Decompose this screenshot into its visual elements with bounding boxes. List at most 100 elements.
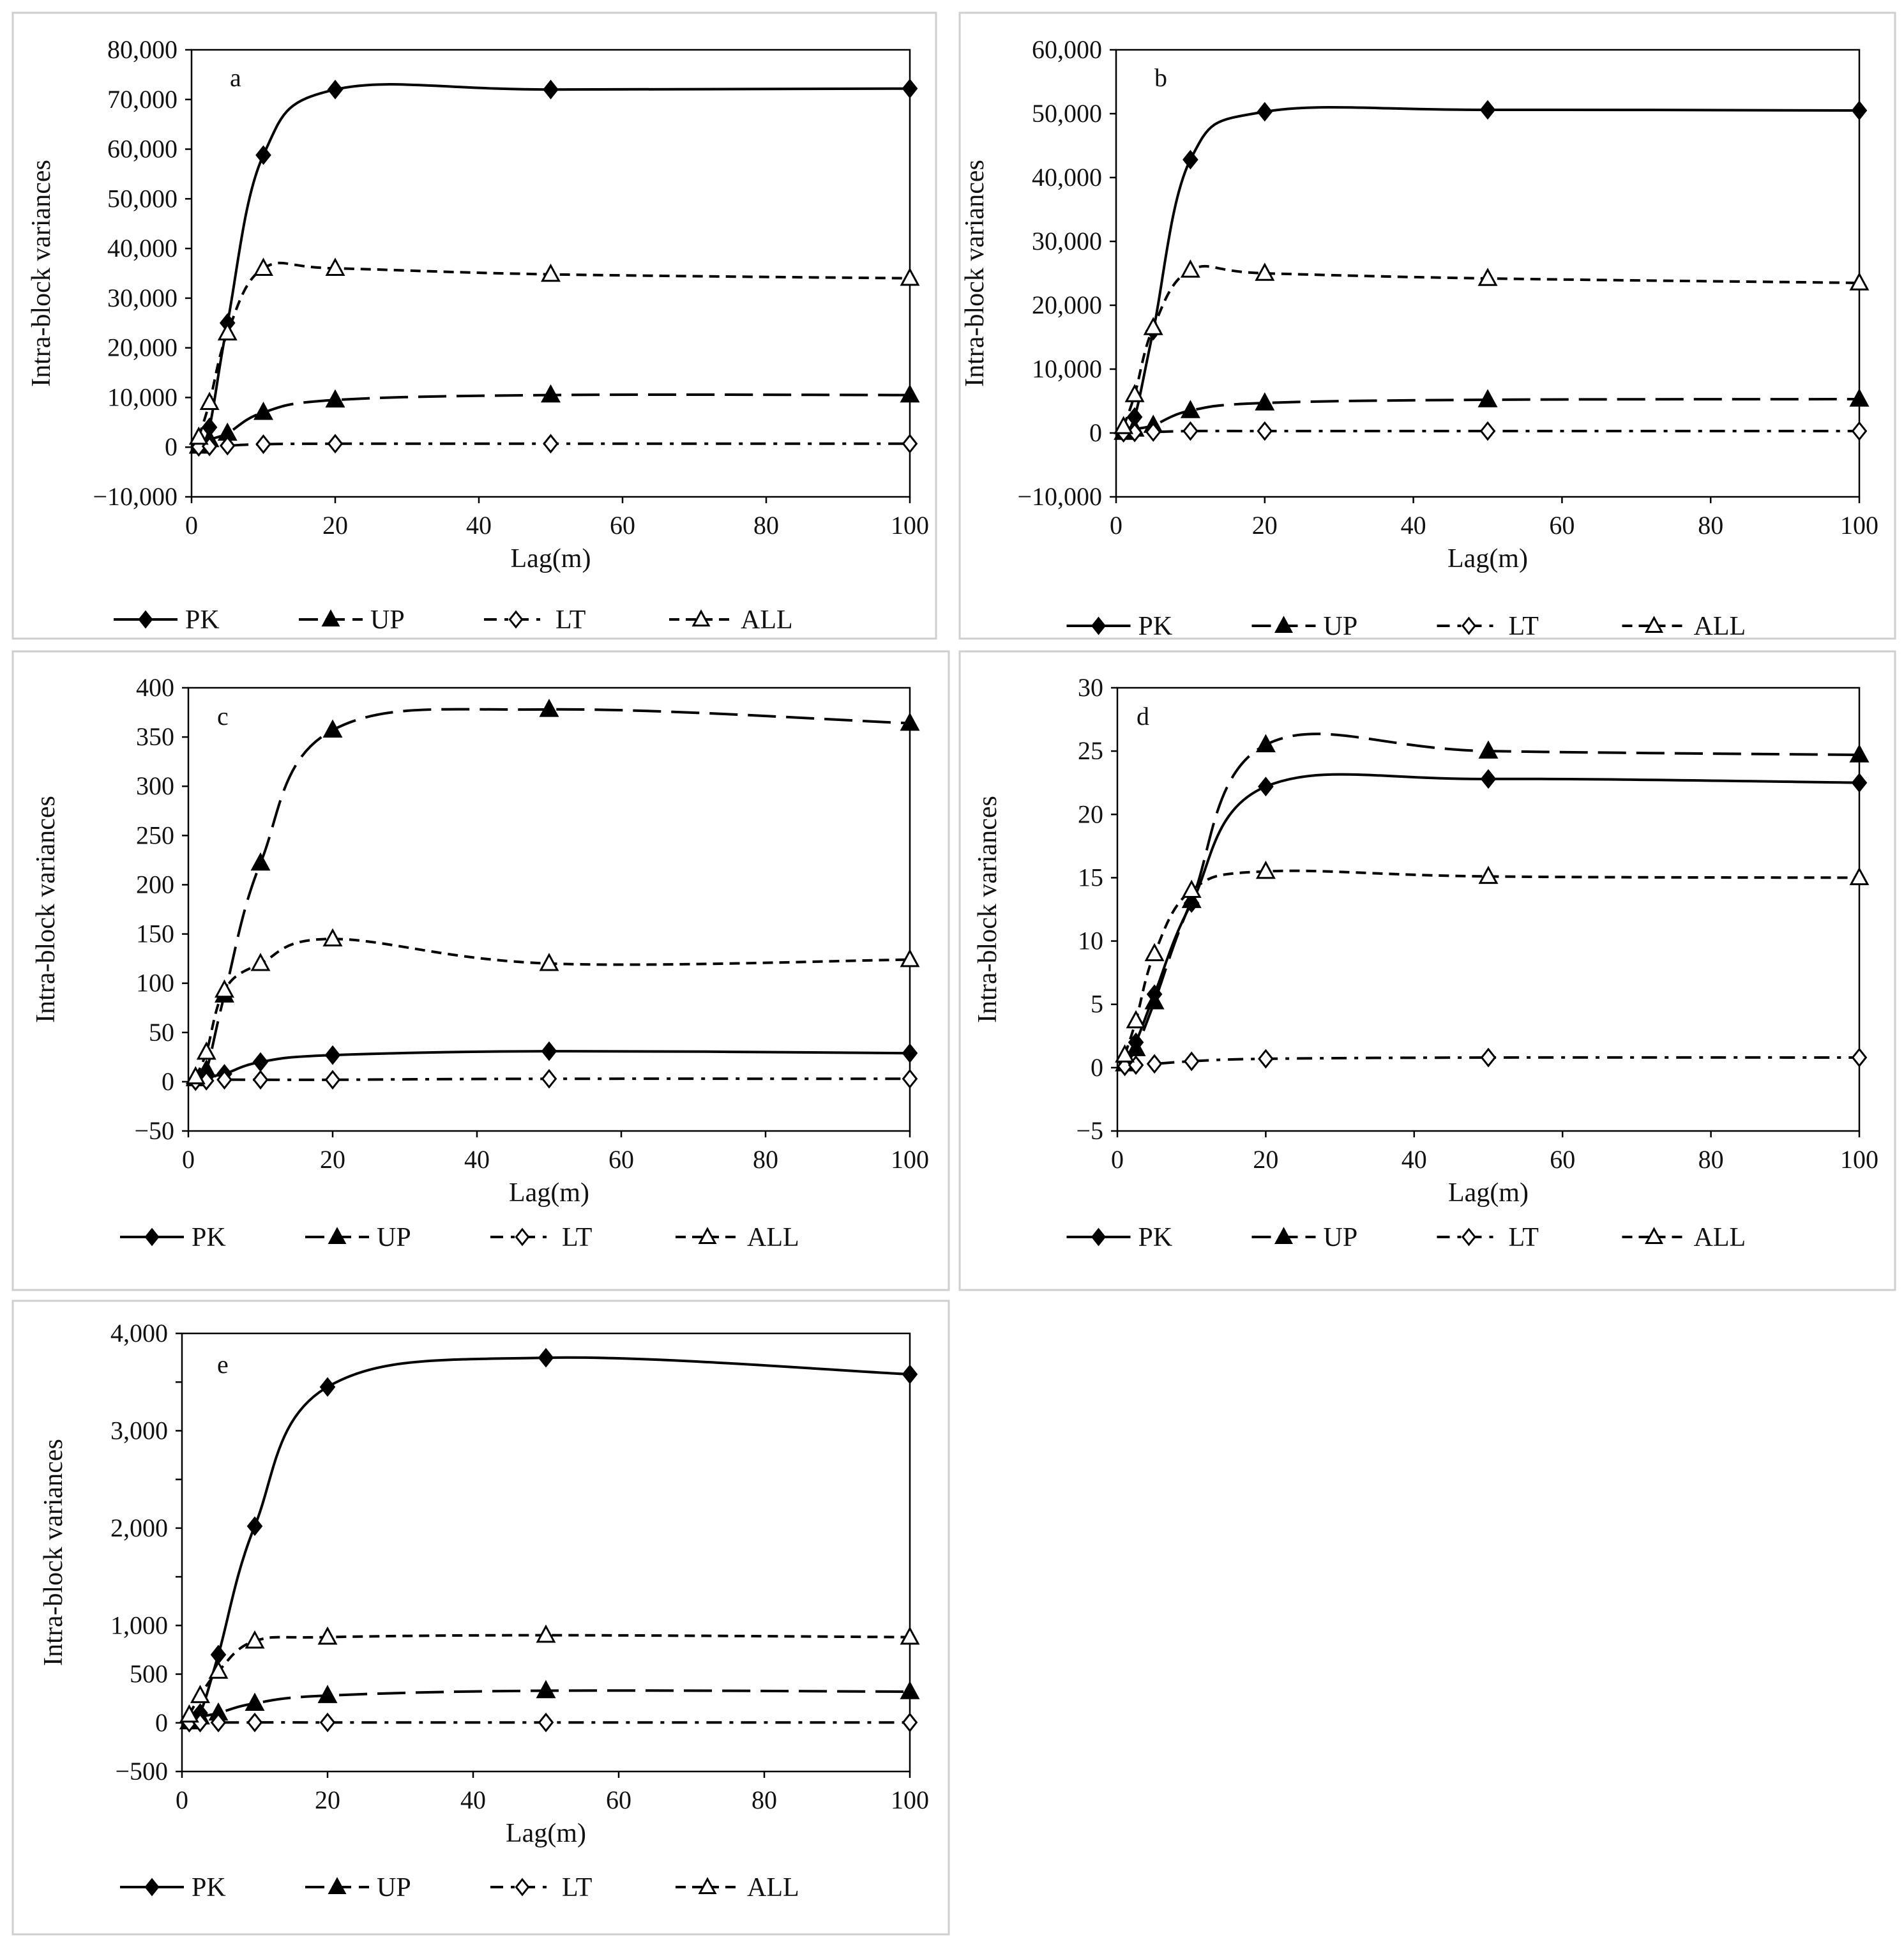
panel-d-line-pk	[1123, 773, 1860, 1062]
panel-b-point-pk	[1479, 100, 1496, 120]
panel-d-point-up	[1144, 990, 1165, 1010]
panel-a-point-lt	[255, 434, 271, 454]
panel-e-ytick-label: 4,000	[110, 1319, 168, 1347]
panel-a-series-all	[188, 257, 920, 445]
panel-b-point-all	[1255, 262, 1275, 281]
panel-c-xtick-label: 20	[320, 1145, 345, 1174]
panel-e-point-up	[900, 1681, 920, 1699]
panel-c-legend-marker-pk	[144, 1227, 160, 1247]
panel-d-legend-marker-up	[1274, 1227, 1293, 1244]
panel-d-legend-label-pk: PK	[1138, 1223, 1173, 1252]
panel-b-point-all	[1114, 416, 1134, 434]
panel-a-ytick-label: 50,000	[107, 184, 178, 213]
panel-a-line-pk	[197, 83, 910, 448]
panel-b-legend-label-lt: LT	[1509, 612, 1539, 641]
panel-e-point-all	[190, 1685, 210, 1703]
panel-c-point-up	[322, 719, 343, 738]
panel-b-ytick-label: 40,000	[1032, 163, 1102, 192]
panel-a-line-lt	[199, 442, 910, 448]
panel-d-ytick-label: 30	[1078, 673, 1103, 702]
panel-c-frame	[11, 650, 950, 1291]
panel-d-legend-label-up: UP	[1324, 1223, 1358, 1252]
panel-b-point-up	[1849, 388, 1870, 407]
panel-e-letter: e	[217, 1350, 229, 1379]
panel-a-point-pk	[902, 79, 918, 99]
panel-a-ytick-label: 40,000	[107, 234, 178, 262]
panel-c-legend: PK UP LT ALL	[120, 1223, 799, 1252]
panel-d-point-up	[1478, 740, 1499, 759]
panel-d-series-lt	[1117, 1047, 1868, 1077]
panel-a-xtick-label: 80	[753, 511, 779, 540]
panel-d-series-all	[1115, 860, 1870, 1063]
panel-e-ytick-label: 3,000	[110, 1416, 168, 1445]
panel-e-legend-marker-all	[698, 1877, 717, 1894]
panel-a-point-all	[541, 263, 561, 282]
panel-d-point-all	[1144, 943, 1165, 962]
panel-e-point-up	[536, 1680, 556, 1699]
panel-d-point-all	[1849, 867, 1870, 886]
panel-b-point-pk	[1851, 100, 1868, 121]
panel-d-legend-marker-all	[1645, 1227, 1663, 1244]
panel-c-point-up	[250, 852, 271, 871]
panel-e-line-all	[188, 1634, 910, 1716]
panel-a-point-all	[253, 257, 273, 276]
panel-b-letter: b	[1154, 63, 1167, 92]
panel-b-ytick-label: 50,000	[1032, 99, 1102, 128]
panel-b-legend-marker-up	[1274, 616, 1293, 633]
panel-d-legend-marker-lt	[1461, 1227, 1477, 1247]
panel-e-legend-marker-lt	[515, 1878, 530, 1897]
panel-c-point-up	[900, 712, 920, 731]
panel-b-point-lt	[1479, 421, 1496, 441]
panel-a-y-axis-title: Intra-block variances	[27, 160, 56, 387]
panel-a-line-all	[197, 261, 910, 438]
panel-c-ytick-label: 400	[136, 673, 174, 702]
panel-a-legend-marker-up	[321, 609, 340, 626]
panel-b-point-up	[1180, 400, 1200, 418]
panel-e-point-lt	[210, 1712, 227, 1733]
panel-b-point-all	[1477, 268, 1498, 286]
panel-c-ytick-label: 300	[136, 771, 174, 800]
panel-a-xtick-label: 100	[891, 511, 929, 540]
panel-b-xtick-label: 0	[1110, 511, 1122, 540]
panel-b-frame	[958, 11, 1896, 640]
panel-a-legend-label-lt: LT	[555, 605, 586, 635]
panel-b: −10,000 0 10,000 20,000 30,000 40,000 50,000 60…	[958, 11, 1896, 641]
panel-a-point-all	[900, 267, 920, 286]
panel-b-xtick-label: 80	[1698, 511, 1723, 540]
panel-e-point-lt	[538, 1712, 554, 1733]
panel-c-legend-label-pk: PK	[192, 1223, 226, 1252]
panel-d-ytick-label: −5	[1076, 1116, 1103, 1145]
panel-d-legend-label-lt: LT	[1509, 1223, 1539, 1252]
panel-b-ytick-label: 20,000	[1032, 291, 1102, 319]
panel-b-legend-label-up: UP	[1324, 612, 1358, 641]
panel-d-point-up	[1849, 744, 1870, 762]
panel-e-point-lt	[319, 1712, 336, 1733]
panel-c-legend-marker-all	[698, 1227, 717, 1244]
panel-e-plot-area	[181, 1332, 911, 1773]
panel-b-series-all	[1114, 259, 1870, 434]
panel-e-point-all	[245, 1630, 265, 1649]
panel-b-point-all	[1849, 272, 1870, 291]
panel-e-point-lt	[246, 1712, 263, 1733]
panel-b-xtick-label: 100	[1840, 511, 1878, 540]
panel-a-ytick-label: −10,000	[93, 482, 178, 511]
panel-a-point-pk	[327, 79, 344, 100]
panel-b-point-all	[1143, 317, 1163, 335]
panel-a-xtick-label: 60	[610, 511, 635, 540]
panel-e-x-axis-title: Lag(m)	[506, 1819, 586, 1848]
panel-b-point-lt	[1145, 422, 1161, 442]
panel-a-point-up	[325, 389, 345, 408]
panel-e-frame	[11, 1300, 950, 1936]
panel-d-xtick-label: 100	[1840, 1145, 1878, 1174]
panel-b-line-up	[1123, 398, 1860, 434]
panel-e-ytick-label: 1,000	[110, 1611, 168, 1639]
panel-c-point-all	[900, 948, 920, 967]
panel-c-plot-area	[187, 687, 911, 1132]
panel-d-xtick-label: 80	[1698, 1145, 1724, 1174]
panel-e-point-pk	[538, 1347, 554, 1368]
panel-a-point-all	[217, 322, 238, 341]
panel-e-point-up	[317, 1685, 338, 1703]
panel-d-y-axis-title: Intra-block variances	[973, 796, 1002, 1023]
panel-a-frame	[11, 11, 937, 640]
panel-e-y-axis-title: Intra-block variances	[39, 1439, 68, 1666]
